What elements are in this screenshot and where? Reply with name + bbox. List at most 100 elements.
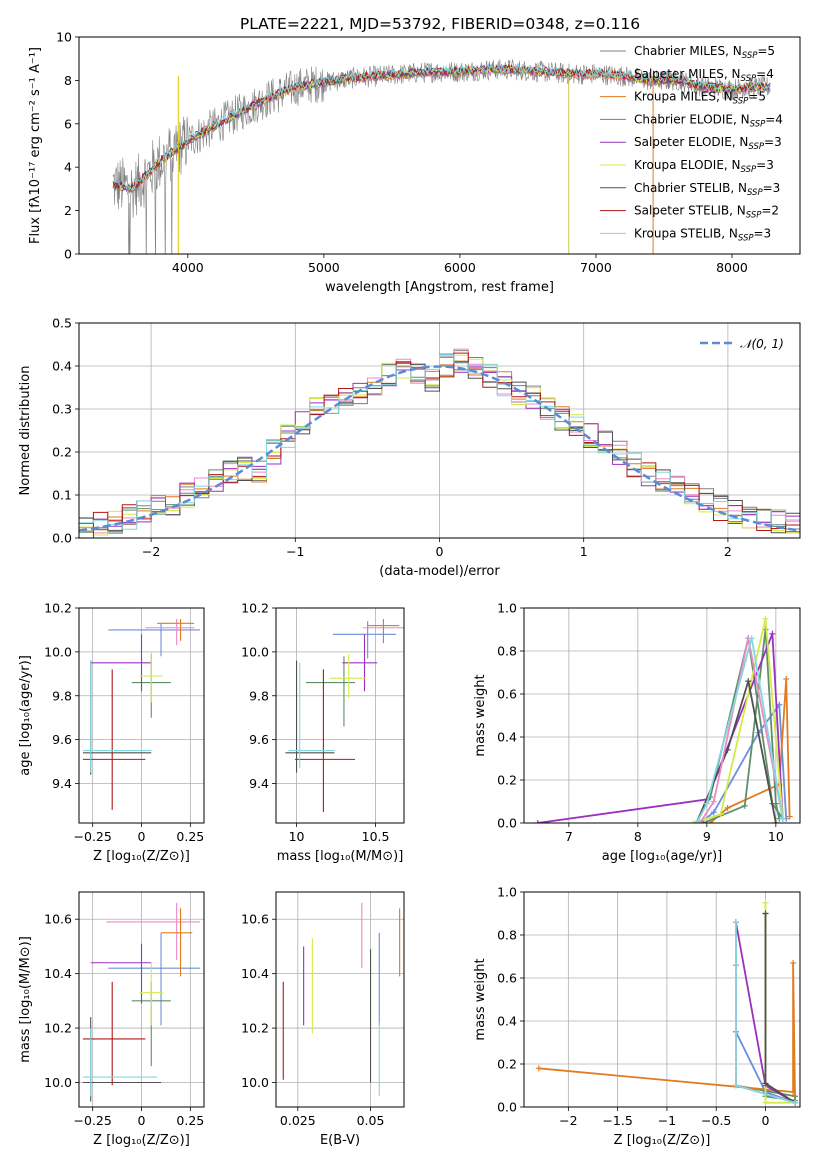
y-tick-label: 2 — [64, 203, 72, 218]
normal-curve — [79, 365, 800, 532]
x-tick-label: 6000 — [444, 260, 476, 275]
y-tick-label: 1.0 — [497, 601, 517, 616]
y-axis-label: Normed distribution — [18, 366, 33, 496]
x-tick-label: 7 — [565, 829, 573, 844]
y-tick-label: 0.6 — [497, 971, 517, 986]
weight-marker — [790, 959, 797, 966]
legend-label-1: Salpeter MILES, NSSP=4 — [634, 67, 774, 84]
x-tick-label: −1 — [286, 544, 304, 559]
y-tick-label: 0.2 — [497, 773, 517, 788]
x-tick-label: 0.05 — [357, 1113, 385, 1128]
histogram-7 — [79, 352, 800, 538]
weight-line-6 — [764, 913, 796, 1104]
weight-marker — [732, 919, 739, 926]
y-tick-label: 0.5 — [52, 316, 72, 331]
weight-marker — [724, 804, 731, 811]
x-tick-label: 9 — [703, 829, 711, 844]
weight-marker — [693, 820, 700, 823]
x-tick-label: 0.025 — [280, 1113, 316, 1128]
x-tick-label: 10 — [289, 829, 305, 844]
panel-age-vs-mass: 10 10.5 9.4 9.6 9.8 10.0 10.2 mass [log₁₀(M/M⊙)… — [241, 601, 405, 864]
weight-line-4 — [537, 633, 784, 823]
weight-line-5 — [764, 902, 796, 1104]
plot-area — [285, 618, 404, 813]
panel-massweight-vs-Z: −2 −1.5 −1 −0.5 0 0.0 0.2 0.4 0.6 0.8 1.0 Z [log₁₀(… — [473, 885, 801, 1148]
weight-marker — [786, 813, 793, 820]
x-tick-label: 0 — [138, 829, 146, 844]
x-tick-label: −0.25 — [74, 1113, 112, 1128]
x-tick-label: −1.5 — [602, 1113, 632, 1128]
legend-label-5: Kroupa ELODIE, NSSP=3 — [634, 158, 774, 175]
y-tick-label: 10 — [56, 30, 72, 45]
weight-marker — [769, 630, 776, 637]
axes-frame — [523, 891, 801, 1108]
y-tick-label: 0 — [64, 247, 72, 262]
plot-area — [82, 618, 201, 810]
spectrum-data-line — [112, 59, 770, 254]
weight-marker — [745, 678, 752, 685]
axes-frame — [275, 891, 405, 1108]
spectrum-model-line-7 — [112, 63, 771, 192]
x-axis-label: Z [log₁₀(Z/Z⊙)] — [93, 849, 190, 864]
y-tick-label: 0.4 — [497, 1014, 517, 1029]
legend-label-0: Chabrier MILES, NSSP=5 — [634, 44, 775, 61]
y-tick-label: 10.6 — [44, 912, 72, 927]
y-tick-label: 0.0 — [497, 816, 517, 831]
plot-area — [535, 899, 799, 1106]
y-tick-label: 0.6 — [497, 687, 517, 702]
weight-marker — [762, 615, 769, 622]
x-tick-label: 5000 — [308, 260, 340, 275]
x-tick-label: 8000 — [716, 260, 748, 275]
y-tick-label: 0.4 — [497, 730, 517, 745]
y-tick-label: 0.2 — [497, 1057, 517, 1072]
y-tick-label: 9.4 — [249, 776, 269, 791]
axes-frame — [78, 322, 801, 539]
x-tick-label: 10.5 — [362, 829, 390, 844]
x-axis-label: (data-model)/error — [379, 564, 500, 579]
spectrum-model-line-8 — [112, 62, 771, 191]
x-axis-label: age [log₁₀(age/yr)] — [602, 849, 723, 864]
y-tick-label: 10.0 — [241, 644, 269, 659]
weight-marker — [741, 802, 748, 809]
x-tick-label: 0 — [436, 544, 444, 559]
y-tick-label: 10.4 — [241, 966, 269, 981]
plot-area — [112, 59, 771, 254]
x-axis-label: wavelength [Angstrom, rest frame] — [325, 280, 554, 295]
x-tick-label: 0.25 — [176, 1113, 204, 1128]
weight-marker — [696, 820, 703, 823]
spectrum-model-line-3 — [112, 65, 771, 194]
y-tick-label: 10.2 — [241, 601, 269, 616]
x-axis-label: Z [log₁₀(Z/Z⊙)] — [614, 1133, 711, 1148]
x-tick-label: 0.25 — [176, 829, 204, 844]
x-tick-label: −0.25 — [74, 829, 112, 844]
legend-label-8: Kroupa STELIB, NSSP=3 — [634, 226, 771, 243]
x-axis-label: Z [log₁₀(Z/Z⊙)] — [93, 1133, 190, 1148]
legend-label-6: Chabrier STELIB, NSSP=3 — [634, 181, 780, 198]
histogram-8 — [79, 354, 800, 530]
panel-residuals: −2 −1 0 1 2 0.0 0.1 0.2 0.3 0.4 0.5 (data-model)/er… — [18, 316, 801, 579]
weight-marker — [534, 820, 541, 823]
x-tick-label: 0 — [762, 1113, 770, 1128]
weight-marker — [779, 815, 786, 822]
y-tick-label: 0.3 — [52, 402, 72, 417]
weight-marker — [690, 820, 697, 823]
panel-age-vs-Z: −0.25 0 0.25 9.4 9.6 9.8 10.0 10.2 Z [log₁₀(Z/Z⊙… — [18, 601, 205, 864]
y-tick-label: 10.6 — [241, 912, 269, 927]
y-tick-label: 0.8 — [497, 928, 517, 943]
x-tick-label: −0.5 — [701, 1113, 731, 1128]
y-tick-label: 8 — [64, 73, 72, 88]
plot-area — [282, 902, 401, 1097]
weight-marker — [790, 1088, 797, 1095]
x-tick-label: 1 — [580, 544, 588, 559]
x-tick-label: 10 — [768, 829, 784, 844]
plot-area — [534, 615, 793, 823]
legend-label-7: Salpeter STELIB, NSSP=2 — [634, 204, 779, 221]
y-tick-label: 9.8 — [52, 688, 72, 703]
plot-area — [79, 348, 800, 538]
legend-label-2: Kroupa MILES, NSSP=5 — [634, 90, 766, 107]
legend: Chabrier MILES, NSSP=5 Salpeter MILES, NS… — [600, 44, 783, 243]
weight-marker — [772, 820, 779, 823]
y-tick-label: 4 — [64, 160, 72, 175]
panel-mass-vs-Z: −0.25 0 0.25 10.0 10.2 10.4 10.6 Z [log₁₀(Z/Z⊙)… — [18, 891, 205, 1148]
